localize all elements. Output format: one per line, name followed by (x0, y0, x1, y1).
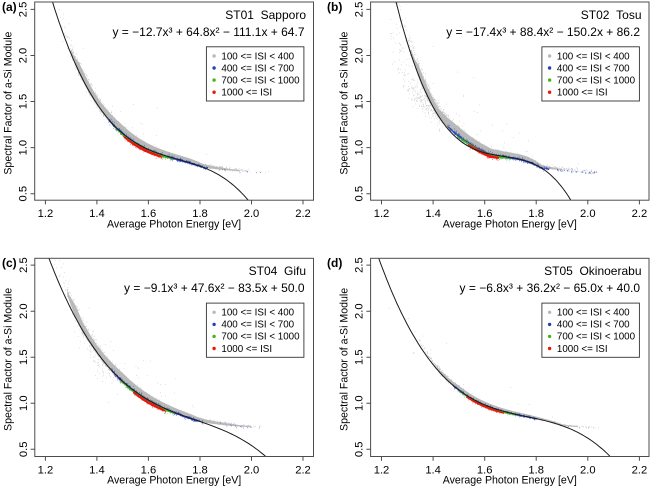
svg-text:1.0: 1.0 (354, 395, 366, 411)
svg-text:2.2: 2.2 (295, 208, 311, 220)
svg-text:2.0: 2.0 (18, 303, 30, 319)
svg-text:1.8: 1.8 (528, 208, 544, 220)
svg-text:ST05 Okinoerabu: ST05 Okinoerabu (544, 264, 641, 278)
svg-text:100 <= ISI < 400: 100 <= ISI < 400 (557, 51, 630, 62)
svg-text:100 <= ISI < 400: 100 <= ISI < 400 (557, 308, 630, 319)
svg-text:2.5: 2.5 (354, 257, 366, 273)
svg-text:700 <= ISI < 1000: 700 <= ISI < 1000 (221, 75, 300, 86)
svg-text:y = −17.4x³ + 88.4x² − 150.2x: y = −17.4x³ + 88.4x² − 150.2x + 86.2 (446, 25, 640, 39)
svg-text:2.0: 2.0 (244, 464, 260, 476)
svg-text:Average Photon Energy [eV]: Average Photon Energy [eV] (443, 475, 577, 487)
svg-text:1.0: 1.0 (18, 140, 30, 156)
svg-text:1.2: 1.2 (38, 208, 54, 220)
svg-text:ST01 Sapporo: ST01 Sapporo (225, 8, 306, 22)
svg-text:1000 <= ISI: 1000 <= ISI (557, 88, 608, 99)
svg-text:1.5: 1.5 (354, 94, 366, 110)
svg-text:1000 <= ISI: 1000 <= ISI (221, 88, 272, 99)
svg-text:1.4: 1.4 (425, 208, 441, 220)
svg-text:1.6: 1.6 (477, 208, 493, 220)
svg-text:1.8: 1.8 (528, 464, 544, 476)
svg-text:(c): (c) (2, 256, 17, 270)
svg-text:y = −6.8x³ + 36.2x² − 65.0x +: y = −6.8x³ + 36.2x² − 65.0x + 40.0 (460, 281, 641, 295)
svg-text:(b): (b) (327, 0, 342, 14)
svg-text:1.2: 1.2 (374, 464, 390, 476)
svg-text:0.5: 0.5 (18, 442, 30, 458)
svg-text:y = −12.7x³ + 64.8x² − 111.1x: y = −12.7x³ + 64.8x² − 111.1x + 64.7 (112, 25, 304, 39)
svg-text:2.0: 2.0 (354, 303, 366, 319)
svg-text:400 <= ISI < 700: 400 <= ISI < 700 (221, 63, 294, 74)
svg-text:Average Photon Energy [eV]: Average Photon Energy [eV] (443, 218, 577, 230)
svg-text:0.5: 0.5 (354, 442, 366, 458)
svg-text:2.0: 2.0 (244, 208, 260, 220)
svg-text:1.8: 1.8 (192, 464, 208, 476)
svg-text:1.0: 1.0 (18, 395, 30, 411)
svg-text:1.6: 1.6 (141, 208, 157, 220)
svg-text:y = −9.1x³ + 47.6x² − 83.5x +: y = −9.1x³ + 47.6x² − 83.5x + 50.0 (124, 281, 305, 295)
svg-text:400 <= ISI < 700: 400 <= ISI < 700 (557, 63, 630, 74)
svg-text:100 <= ISI < 400: 100 <= ISI < 400 (221, 308, 294, 319)
svg-text:400 <= ISI < 700: 400 <= ISI < 700 (557, 320, 630, 331)
svg-text:700 <= ISI < 1000: 700 <= ISI < 1000 (221, 332, 300, 343)
svg-text:2.0: 2.0 (354, 48, 366, 64)
svg-text:ST04 Gifu: ST04 Gifu (249, 264, 306, 278)
svg-text:(a): (a) (2, 0, 17, 14)
svg-text:Average Photon Energy [eV]: Average Photon Energy [eV] (107, 218, 241, 230)
svg-text:1.6: 1.6 (141, 464, 157, 476)
svg-text:2.5: 2.5 (18, 257, 30, 273)
svg-text:1.2: 1.2 (374, 208, 390, 220)
svg-text:0.5: 0.5 (18, 186, 30, 202)
svg-text:Spectral Factor of a-Si Module: Spectral Factor of a-Si Module (3, 288, 15, 431)
svg-text:2.2: 2.2 (632, 464, 648, 476)
svg-text:ST02 Tosu: ST02 Tosu (581, 8, 642, 22)
svg-text:1.4: 1.4 (89, 464, 105, 476)
svg-text:1.2: 1.2 (38, 464, 54, 476)
svg-text:100 <= ISI < 400: 100 <= ISI < 400 (221, 51, 294, 62)
svg-text:Spectral Factor of a-Si Module: Spectral Factor of a-Si Module (338, 288, 350, 431)
svg-text:(d): (d) (327, 256, 342, 270)
svg-text:700 <= ISI < 1000: 700 <= ISI < 1000 (557, 75, 636, 86)
svg-text:2.2: 2.2 (632, 208, 648, 220)
svg-text:1.4: 1.4 (89, 208, 105, 220)
svg-text:700 <= ISI < 1000: 700 <= ISI < 1000 (557, 332, 636, 343)
svg-text:1.0: 1.0 (354, 140, 366, 156)
svg-text:2.5: 2.5 (354, 2, 366, 18)
svg-text:2.0: 2.0 (18, 48, 30, 64)
svg-text:1.8: 1.8 (192, 208, 208, 220)
svg-text:1.5: 1.5 (18, 94, 30, 110)
svg-text:400 <= ISI < 700: 400 <= ISI < 700 (221, 320, 294, 331)
svg-text:1.5: 1.5 (18, 349, 30, 365)
svg-text:1.6: 1.6 (477, 464, 493, 476)
svg-text:2.0: 2.0 (580, 464, 596, 476)
svg-text:1.5: 1.5 (354, 349, 366, 365)
svg-text:Average Photon Energy [eV]: Average Photon Energy [eV] (107, 475, 241, 487)
svg-text:2.5: 2.5 (18, 2, 30, 18)
svg-text:2.0: 2.0 (580, 208, 596, 220)
svg-text:Spectral Factor of a-Si Module: Spectral Factor of a-Si Module (3, 31, 15, 174)
svg-text:1.4: 1.4 (425, 464, 441, 476)
svg-text:Spectral Factor of a-Si Module: Spectral Factor of a-Si Module (338, 31, 350, 174)
svg-text:1000 <= ISI: 1000 <= ISI (221, 344, 272, 355)
svg-text:2.2: 2.2 (295, 464, 311, 476)
svg-text:1000 <= ISI: 1000 <= ISI (557, 344, 608, 355)
svg-text:0.5: 0.5 (354, 186, 366, 202)
